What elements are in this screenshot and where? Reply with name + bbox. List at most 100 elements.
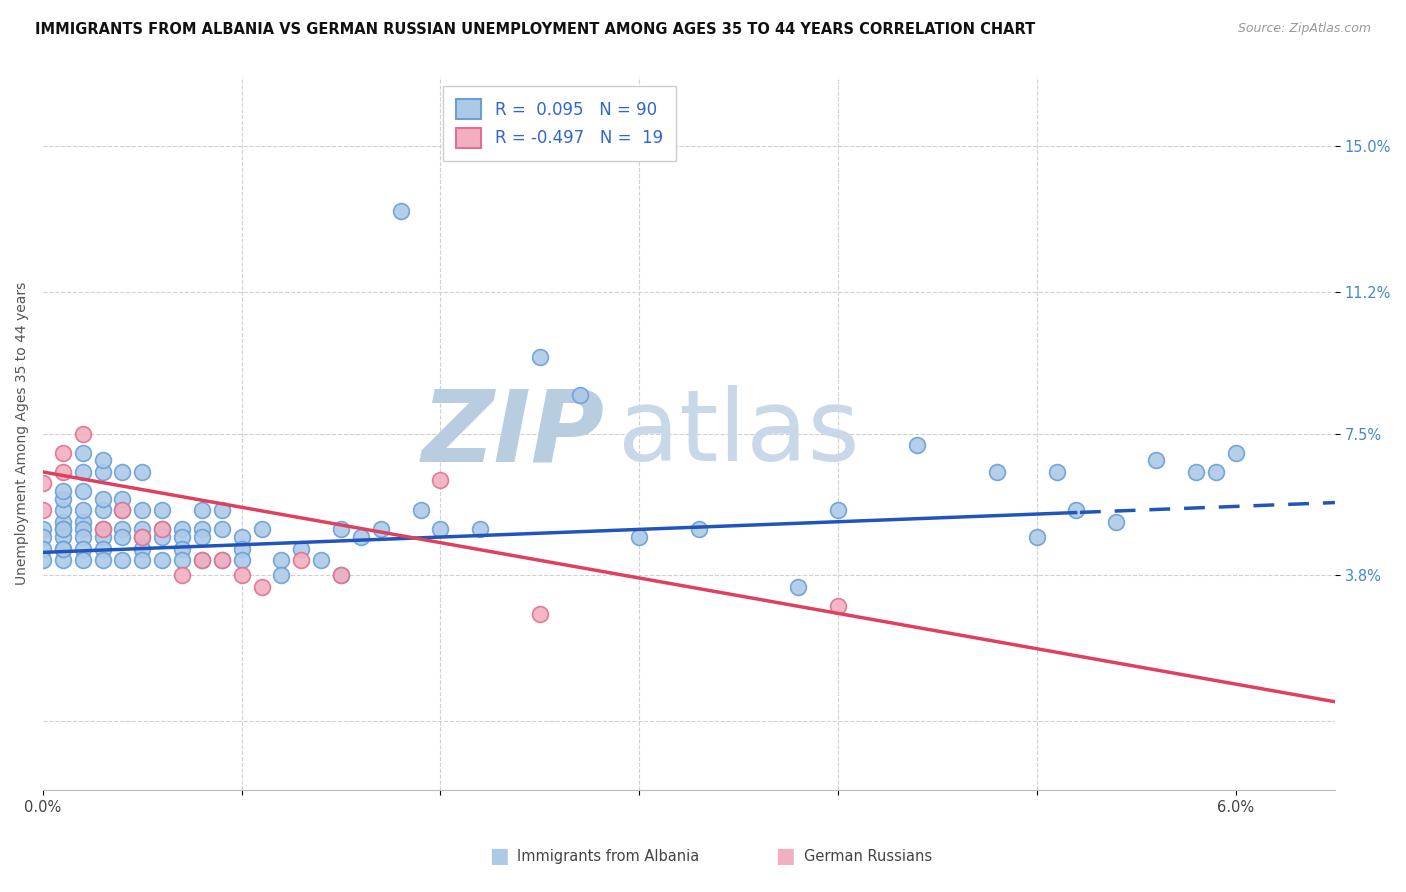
- Point: [91, 522, 114, 536]
- Text: ■: ■: [489, 847, 509, 866]
- Point: [290, 553, 312, 567]
- Point: [52, 491, 75, 506]
- Point: [52, 553, 75, 567]
- Point: [1184, 465, 1206, 479]
- Point: [827, 503, 849, 517]
- Point: [52, 515, 75, 529]
- Point: [389, 204, 412, 219]
- Point: [91, 465, 114, 479]
- Point: [250, 580, 273, 594]
- Point: [529, 350, 551, 364]
- Point: [787, 580, 810, 594]
- Point: [191, 522, 214, 536]
- Point: [231, 541, 253, 556]
- Point: [91, 522, 114, 536]
- Point: [91, 541, 114, 556]
- Point: [72, 541, 94, 556]
- Point: [150, 503, 173, 517]
- Point: [72, 522, 94, 536]
- Point: [211, 503, 233, 517]
- Point: [688, 522, 710, 536]
- Point: [131, 530, 153, 544]
- Point: [131, 530, 153, 544]
- Point: [72, 484, 94, 499]
- Point: [529, 607, 551, 621]
- Point: [409, 503, 432, 517]
- Text: ■: ■: [775, 847, 794, 866]
- Point: [170, 522, 193, 536]
- Point: [211, 553, 233, 567]
- Point: [72, 503, 94, 517]
- Point: [270, 568, 292, 582]
- Point: [191, 553, 214, 567]
- Point: [470, 522, 492, 536]
- Point: [91, 453, 114, 467]
- Point: [211, 522, 233, 536]
- Point: [131, 465, 153, 479]
- Text: ZIP: ZIP: [422, 385, 605, 483]
- Point: [170, 553, 193, 567]
- Point: [52, 522, 75, 536]
- Point: [52, 541, 75, 556]
- Text: IMMIGRANTS FROM ALBANIA VS GERMAN RUSSIAN UNEMPLOYMENT AMONG AGES 35 TO 44 YEARS: IMMIGRANTS FROM ALBANIA VS GERMAN RUSSIA…: [35, 22, 1035, 37]
- Text: German Russians: German Russians: [804, 849, 932, 863]
- Y-axis label: Unemployment Among Ages 35 to 44 years: Unemployment Among Ages 35 to 44 years: [15, 282, 30, 585]
- Point: [111, 491, 134, 506]
- Point: [52, 522, 75, 536]
- Point: [52, 530, 75, 544]
- Point: [32, 530, 55, 544]
- Text: Immigrants from Albania: Immigrants from Albania: [517, 849, 700, 863]
- Point: [32, 541, 55, 556]
- Point: [628, 530, 651, 544]
- Point: [111, 553, 134, 567]
- Point: [131, 503, 153, 517]
- Point: [91, 553, 114, 567]
- Text: Source: ZipAtlas.com: Source: ZipAtlas.com: [1237, 22, 1371, 36]
- Point: [827, 599, 849, 613]
- Point: [111, 503, 134, 517]
- Point: [231, 553, 253, 567]
- Point: [250, 522, 273, 536]
- Point: [52, 446, 75, 460]
- Text: atlas: atlas: [617, 385, 859, 483]
- Point: [1066, 503, 1088, 517]
- Point: [1046, 465, 1069, 479]
- Point: [1225, 446, 1247, 460]
- Point: [330, 522, 353, 536]
- Point: [150, 553, 173, 567]
- Point: [52, 484, 75, 499]
- Point: [32, 522, 55, 536]
- Point: [429, 522, 451, 536]
- Point: [150, 530, 173, 544]
- Point: [231, 530, 253, 544]
- Point: [907, 438, 929, 452]
- Point: [231, 568, 253, 582]
- Point: [111, 503, 134, 517]
- Point: [111, 522, 134, 536]
- Point: [72, 465, 94, 479]
- Point: [429, 473, 451, 487]
- Point: [111, 530, 134, 544]
- Point: [52, 465, 75, 479]
- Point: [72, 515, 94, 529]
- Point: [211, 553, 233, 567]
- Point: [1025, 530, 1047, 544]
- Point: [986, 465, 1008, 479]
- Point: [150, 522, 173, 536]
- Point: [72, 446, 94, 460]
- Point: [91, 491, 114, 506]
- Point: [290, 541, 312, 556]
- Legend: R =  0.095   N = 90, R = -0.497   N =  19: R = 0.095 N = 90, R = -0.497 N = 19: [443, 86, 676, 161]
- Point: [150, 522, 173, 536]
- Point: [32, 553, 55, 567]
- Point: [1144, 453, 1167, 467]
- Point: [1105, 515, 1128, 529]
- Point: [568, 388, 591, 402]
- Point: [131, 553, 153, 567]
- Point: [370, 522, 392, 536]
- Point: [170, 541, 193, 556]
- Point: [170, 530, 193, 544]
- Point: [170, 568, 193, 582]
- Point: [91, 503, 114, 517]
- Point: [191, 553, 214, 567]
